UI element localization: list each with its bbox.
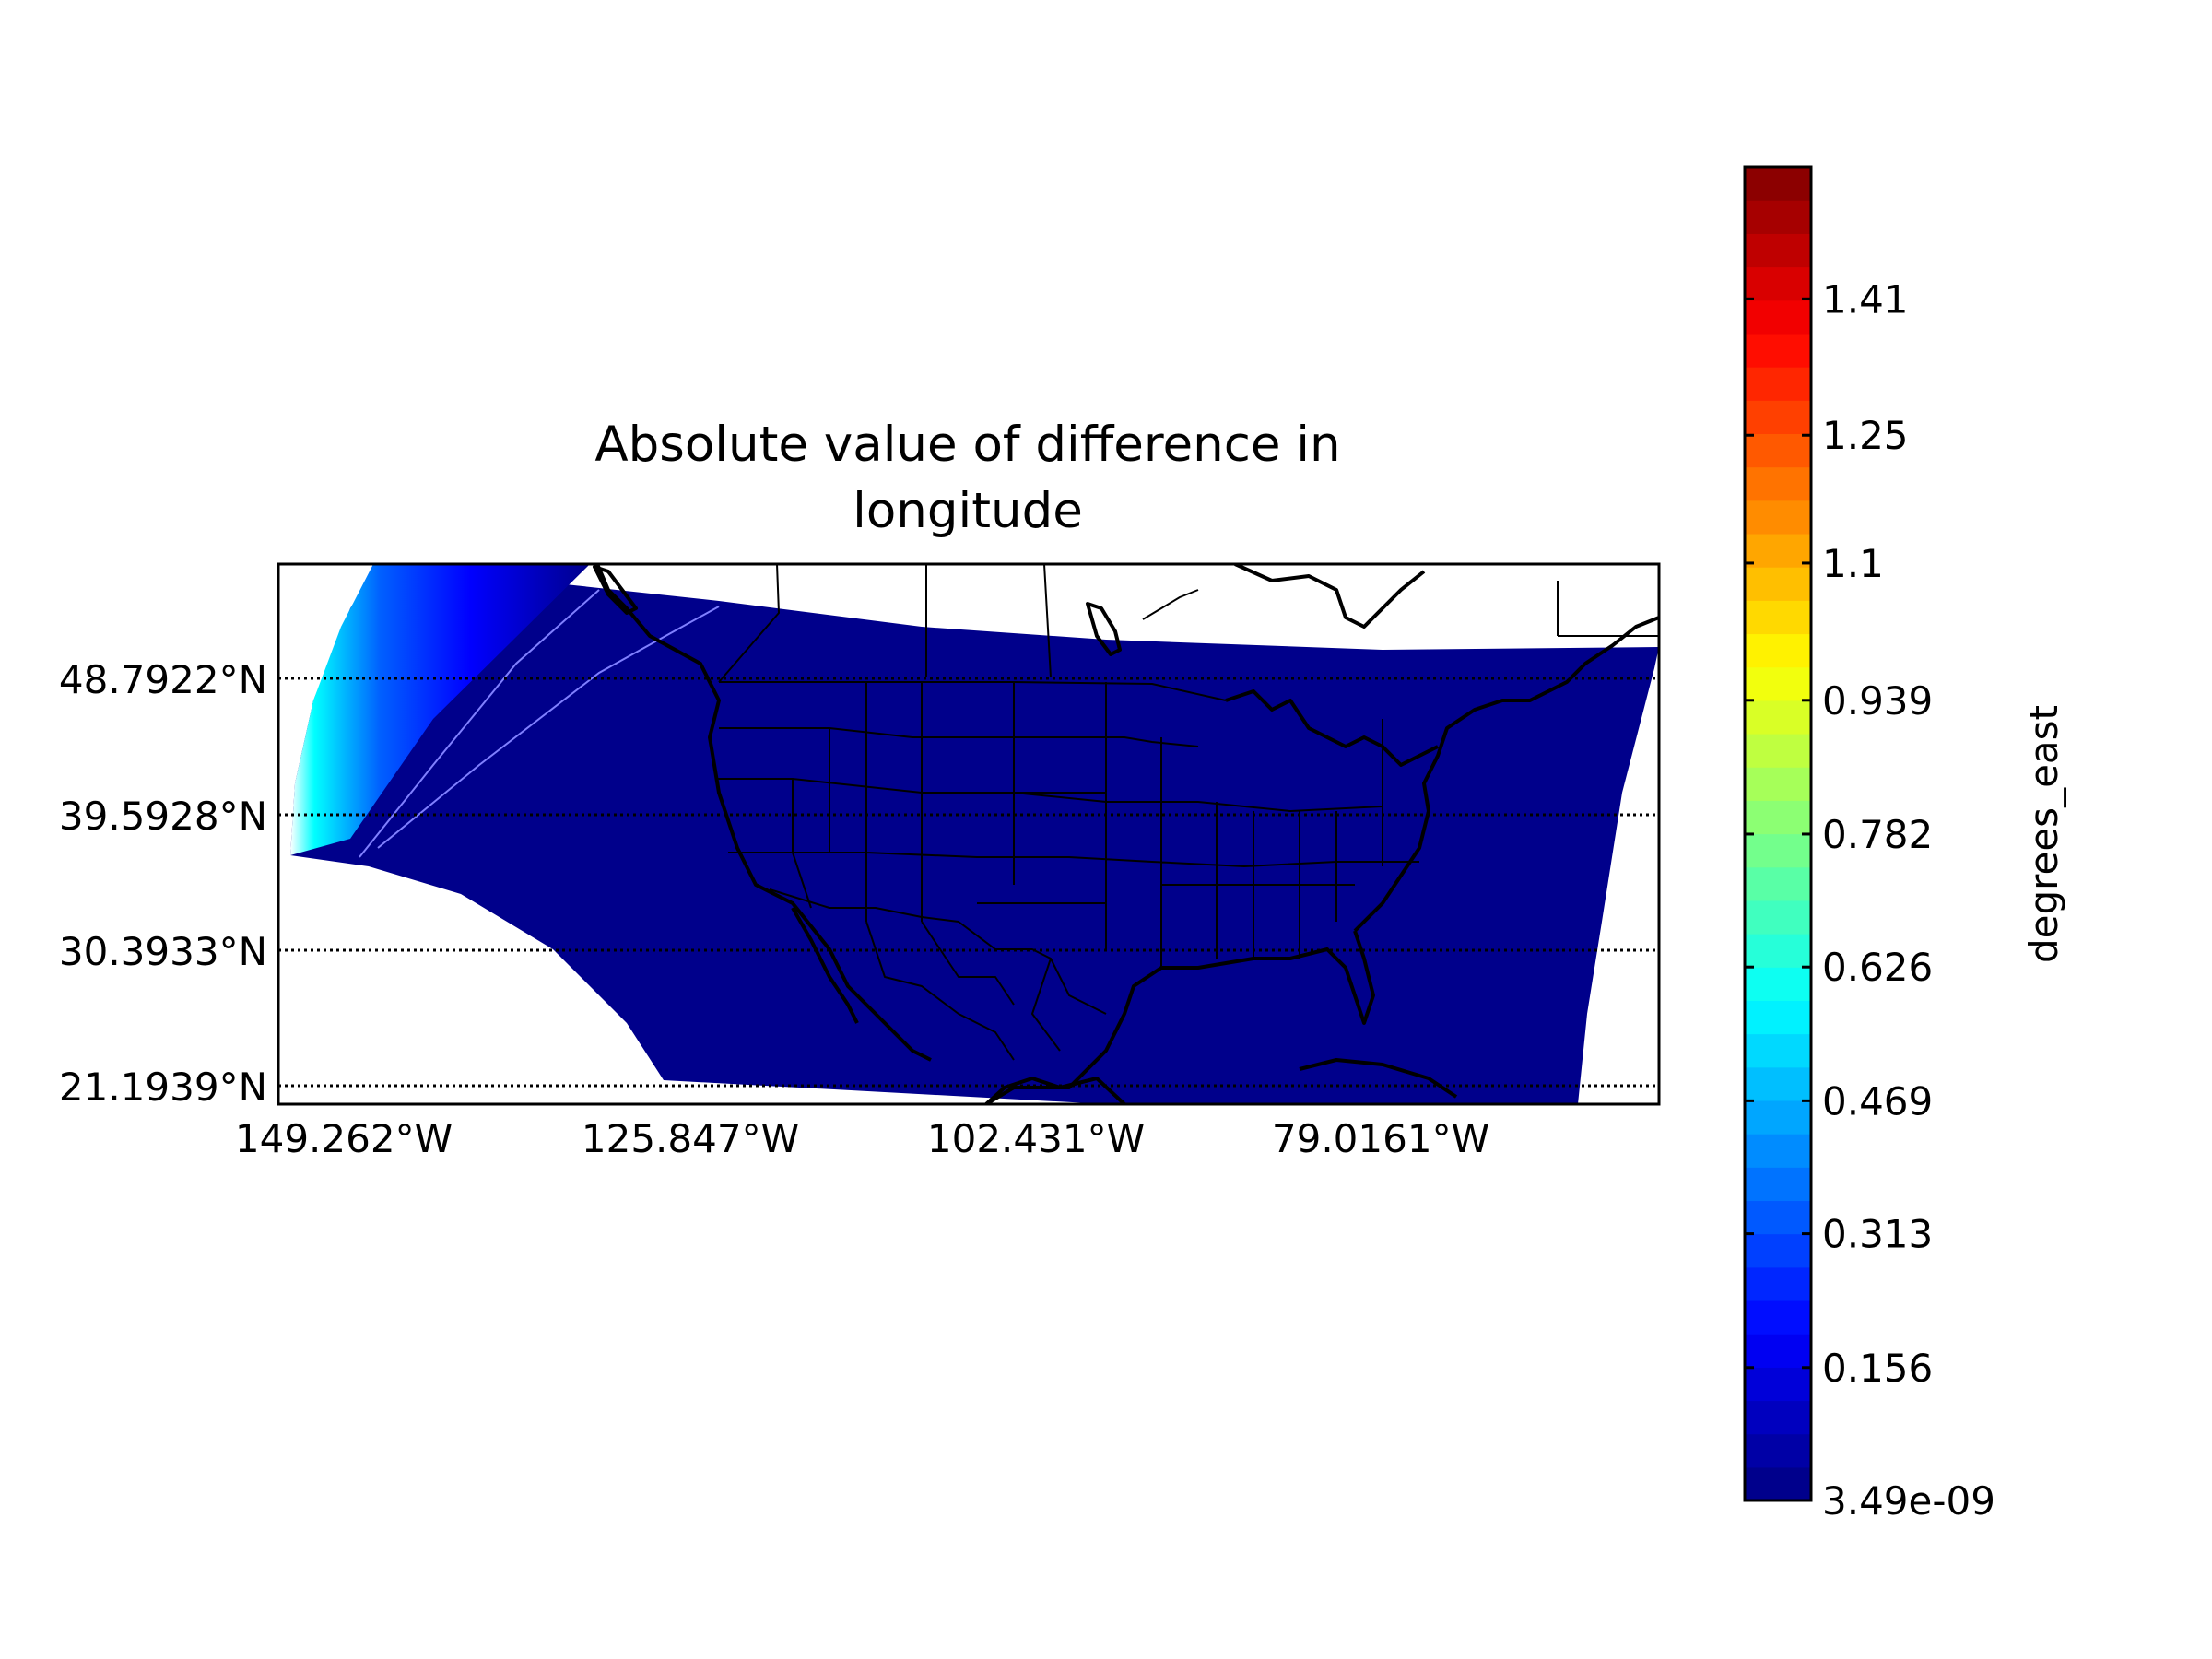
colorbar-band — [1745, 167, 1811, 201]
colorbar-band — [1745, 1000, 1811, 1035]
lon-label: 149.262°W — [235, 1116, 453, 1161]
colorbar-band — [1745, 533, 1811, 568]
colorbar-ticks: 1.41 1.25 1.1 0.939 0.782 0.626 0.469 0.313 0.15… — [1745, 276, 1995, 1524]
colorbar-tick-label: 0.782 — [1822, 812, 1933, 857]
colorbar-band — [1745, 1134, 1811, 1168]
colorbar-band — [1745, 633, 1811, 668]
colorbar-band — [1745, 1266, 1811, 1301]
great-lakes — [1225, 689, 1439, 767]
colorbar-band — [1745, 1066, 1811, 1101]
colorbar-band — [1745, 500, 1811, 535]
map-frame — [276, 562, 1661, 1106]
colorbar-bands — [1745, 167, 1811, 1501]
colorbar-band — [1745, 1400, 1811, 1435]
hudson-bay-shore — [1234, 564, 1426, 629]
lat-label: 30.3933°N — [59, 929, 267, 974]
colorbar-band — [1745, 333, 1811, 368]
data-swath — [290, 564, 1659, 1104]
coastline-cuba — [1299, 1058, 1458, 1099]
map-panel — [278, 564, 1659, 1104]
colorbar-band — [1745, 666, 1811, 701]
colorbar-band — [1745, 266, 1811, 301]
colorbar-band — [1745, 367, 1811, 401]
colorbar-band — [1745, 1334, 1811, 1368]
colorbar-band — [1745, 1466, 1811, 1501]
colorbar-band — [1745, 767, 1811, 801]
lake-winnipeg — [1086, 602, 1122, 656]
colorbar-band — [1745, 733, 1811, 768]
colorbar-band — [1745, 967, 1811, 1001]
coastline-yucatan — [984, 1077, 1126, 1104]
canada-province-borders — [718, 564, 1659, 683]
lon-label: 79.0161°W — [1272, 1116, 1489, 1161]
vancouver-island — [593, 565, 638, 615]
colorbar-tick-label: 0.313 — [1822, 1212, 1933, 1257]
colorbar-band — [1745, 800, 1811, 835]
colorbar-tick-label: 1.41 — [1822, 276, 1909, 322]
colorbar-band — [1745, 934, 1811, 968]
streak — [359, 589, 600, 858]
colorbar-band — [1745, 300, 1811, 335]
colorbar-band — [1745, 1233, 1811, 1268]
colorbar-band — [1745, 567, 1811, 601]
colorbar-band — [1745, 600, 1811, 635]
colorbar-band — [1745, 233, 1811, 268]
colorbar-tick-label: 0.626 — [1822, 945, 1933, 990]
colorbar-tick-label: 1.25 — [1822, 413, 1909, 458]
colorbar-band — [1745, 833, 1811, 868]
colorbar-tick-label: 0.156 — [1822, 1346, 1933, 1391]
colorbar-band — [1745, 466, 1811, 501]
colorbar-tick-label: 1.1 — [1822, 541, 1884, 586]
colorbar-band — [1745, 900, 1811, 935]
colorbar-band — [1745, 1100, 1811, 1135]
lat-label: 21.1939°N — [59, 1065, 267, 1110]
data-swath-edge — [290, 564, 590, 855]
colorbar-band — [1745, 1167, 1811, 1202]
mexico-state-borders — [865, 921, 1061, 1061]
colorbar-band — [1745, 1033, 1811, 1068]
colorbar-tick-label: 3.49e-09 — [1822, 1478, 1995, 1524]
chart-title-line-2: longitude — [853, 483, 1083, 539]
colorbar-band — [1745, 1300, 1811, 1335]
colorbar-label: degrees_east — [2021, 705, 2066, 963]
colorbar-band — [1745, 866, 1811, 901]
lon-label: 102.431°W — [927, 1116, 1145, 1161]
coastline-baja — [791, 907, 859, 1024]
colorbar-band — [1745, 1433, 1811, 1468]
lat-label: 48.7922°N — [59, 657, 267, 702]
chart-title-line-1: Absolute value of difference in — [594, 417, 1340, 473]
colorbar-tick-label: 0.939 — [1822, 678, 1933, 724]
colorbar-band — [1745, 1200, 1811, 1235]
colorbar-band — [1745, 200, 1811, 234]
coastline-west — [595, 564, 932, 1062]
colorbar-tick-label: 0.469 — [1822, 1078, 1933, 1124]
colorbar-band — [1745, 700, 1811, 735]
lat-label: 39.5928°N — [59, 794, 267, 839]
colorbar-band — [1745, 400, 1811, 434]
us-mexico-border — [769, 888, 1107, 1015]
colorbar-band — [1745, 1367, 1811, 1402]
colorbar-band — [1745, 433, 1811, 468]
lon-label: 125.847°W — [582, 1116, 799, 1161]
